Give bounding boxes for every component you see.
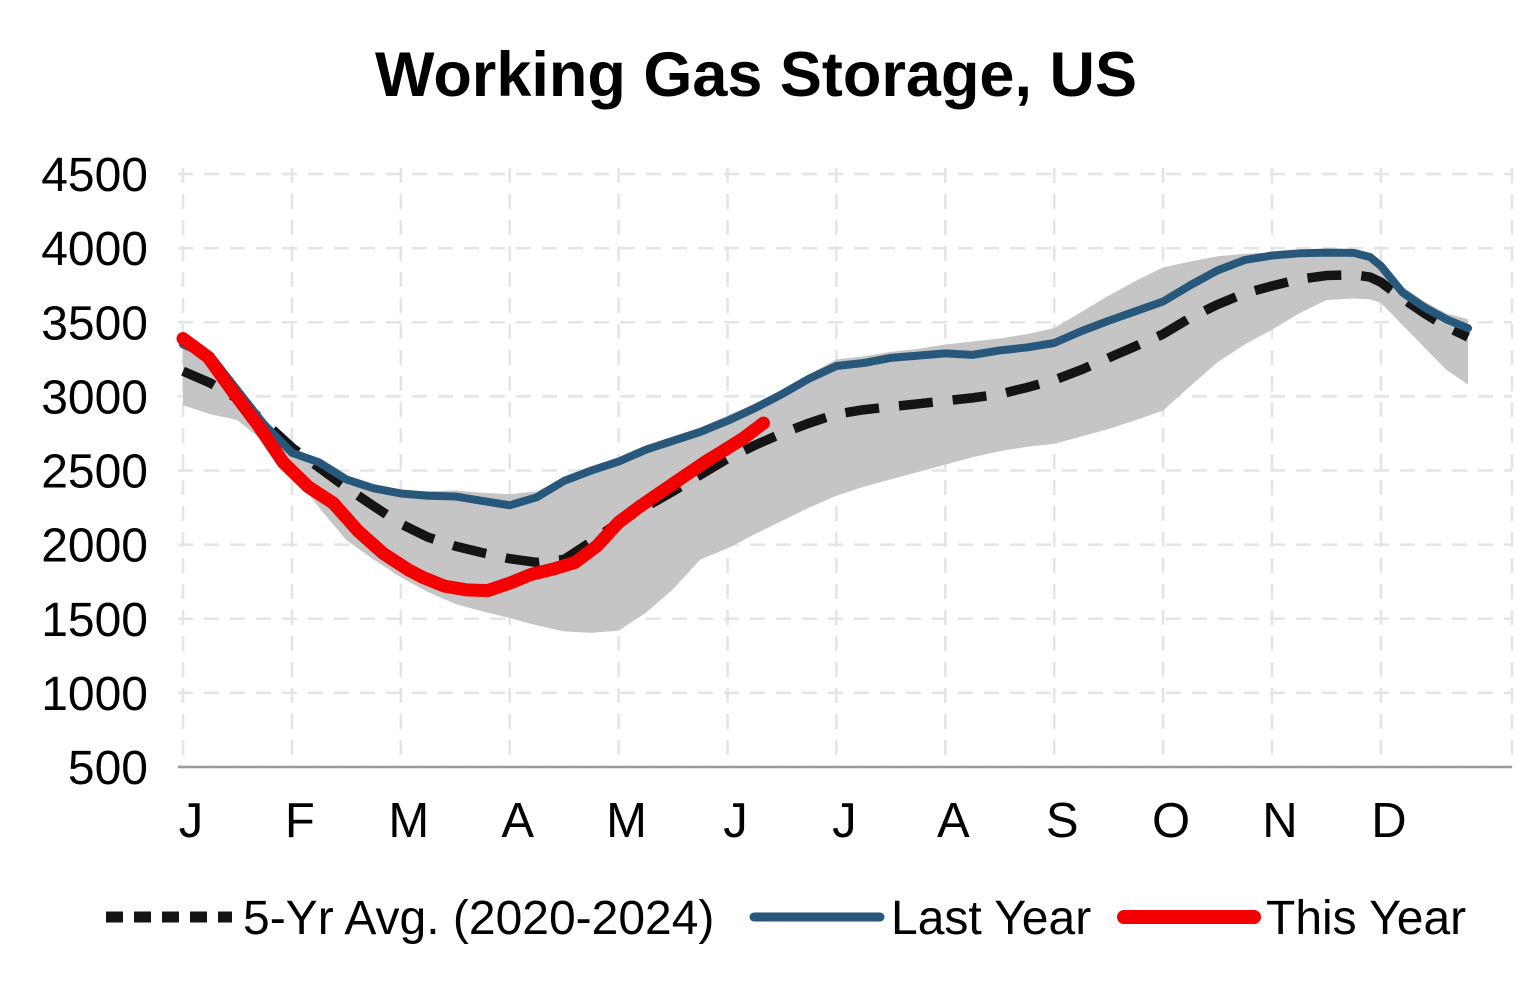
this-year-line: [176, 332, 770, 598]
x-tick-label-2: F: [285, 794, 315, 848]
x-tick-label-8: A: [937, 794, 970, 848]
legend-avg-label: 5-Yr Avg. (2020-2024): [243, 892, 714, 945]
last-year-line: [179, 248, 1473, 510]
y-tick-label-500: 500: [68, 742, 148, 795]
x-tick-label-12: D: [1371, 794, 1406, 848]
x-tick-label-6: J: [723, 794, 748, 848]
y-tick-label-3500: 3500: [41, 297, 148, 350]
five-year-avg-path: [181, 270, 1471, 568]
last-year-path: [179, 248, 1473, 510]
x-tick-label-10: O: [1152, 794, 1190, 848]
y-tick-label-4000: 4000: [41, 223, 148, 276]
legend-this-year-label: This Year: [1266, 892, 1466, 945]
y-tick-label-1000: 1000: [41, 668, 148, 721]
y-axis-tick-labels: 4500 4000 3500 3000 2500 2000 1500 1000 500: [41, 149, 148, 795]
x-tick-label-3: M: [388, 794, 429, 848]
x-tick-label-1: J: [179, 794, 204, 848]
x-tick-label-5: M: [606, 794, 647, 848]
y-tick-label-2000: 2000: [41, 520, 148, 573]
y-tick-label-3000: 3000: [41, 371, 148, 424]
x-tick-label-7: J: [832, 794, 857, 848]
legend-last-year-label: Last Year: [891, 892, 1091, 945]
y-tick-label-4500: 4500: [41, 149, 148, 202]
legend: 5-Yr Avg. (2020-2024) Last Year This Yea…: [106, 892, 1466, 945]
y-tick-label-1500: 1500: [41, 594, 148, 647]
this-year-path: [176, 332, 770, 598]
vertical-gridlines: [181, 168, 1514, 767]
x-tick-label-11: N: [1262, 794, 1297, 848]
y-tick-label-2500: 2500: [41, 446, 148, 499]
x-tick-label-4: A: [501, 794, 534, 848]
chart-title: Working Gas Storage, US: [375, 40, 1137, 110]
five-year-range-band: [183, 251, 1469, 633]
x-tick-label-9: S: [1046, 794, 1079, 848]
five-year-avg-line: [181, 270, 1471, 568]
five-year-range-area: [183, 251, 1469, 633]
